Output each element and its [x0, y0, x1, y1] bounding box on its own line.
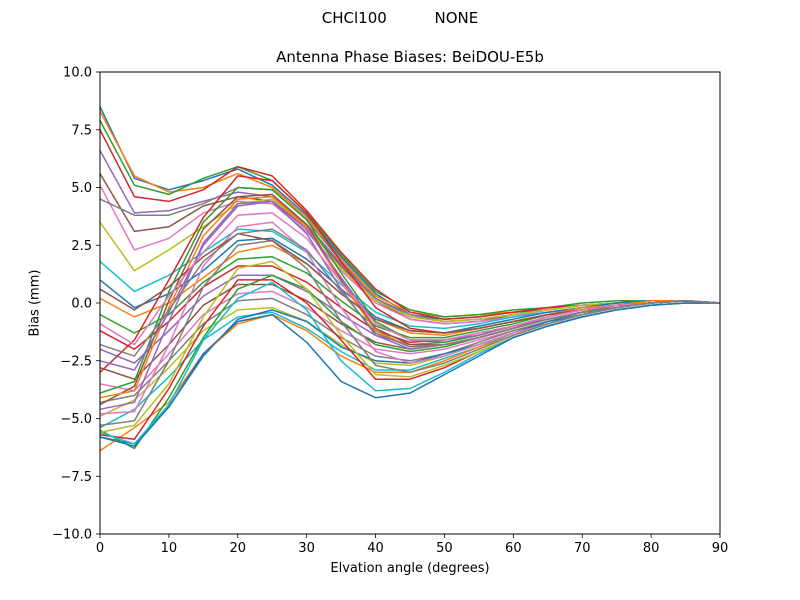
x-axis-label: Elvation angle (degrees)	[330, 561, 490, 576]
series-line-38	[99, 228, 721, 357]
x-tick-label: 10	[161, 541, 178, 556]
y-tick-label: −5.0	[60, 412, 92, 427]
series-line-26	[99, 193, 721, 406]
series-line-9	[99, 198, 721, 323]
y-tick-label: 0.0	[71, 297, 92, 312]
x-tick-label: 90	[712, 541, 729, 556]
series-layer	[99, 106, 721, 452]
x-tick-label: 40	[367, 541, 384, 556]
x-tick-label: 30	[298, 541, 315, 556]
y-tick-label: 10.0	[63, 66, 92, 81]
y-tick-label: 5.0	[71, 181, 92, 196]
y-tick-label: −10.0	[52, 528, 92, 543]
x-tick-label: 20	[230, 541, 247, 556]
x-tick-label: 60	[505, 541, 522, 556]
y-tick-label: −2.5	[60, 354, 92, 369]
series-line-31	[99, 302, 720, 447]
y-tick-label: −7.5	[60, 470, 92, 485]
x-tick-layer: 0 10 20 30 40 50 60 70 80 90	[96, 534, 728, 556]
series-line-22	[99, 299, 721, 452]
y-tick-label: 7.5	[71, 123, 92, 138]
y-tick-layer: 10.0 7.5 5.0 2.5 0.0 −2.5 −5.0 −7.5 −10.0	[52, 66, 100, 543]
x-tick-label: 0	[96, 541, 104, 556]
x-tick-label: 80	[643, 541, 660, 556]
chart-title: Antenna Phase Biases: BeiDOU-E5b	[276, 48, 544, 66]
series-line-3	[99, 120, 721, 318]
y-tick-label: 2.5	[71, 239, 92, 254]
series-line-37	[99, 212, 721, 346]
x-tick-label: 70	[574, 541, 591, 556]
figure-suptitle: CHCl100 NONE	[321, 9, 479, 27]
x-tick-label: 50	[436, 541, 453, 556]
